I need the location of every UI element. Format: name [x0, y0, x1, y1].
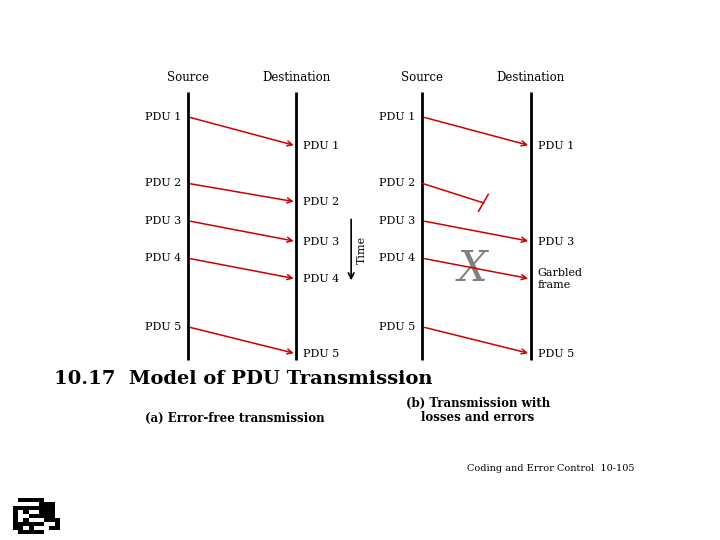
Text: PDU 4: PDU 4 [145, 253, 181, 263]
Bar [39, 506, 44, 510]
Bar [55, 518, 60, 522]
Text: PDU 5: PDU 5 [145, 322, 181, 332]
Bar [50, 506, 55, 510]
Text: PDU 3: PDU 3 [379, 215, 415, 226]
Bar [34, 530, 39, 534]
Bar [34, 498, 39, 502]
Text: PDU 5: PDU 5 [538, 349, 574, 359]
Bar [44, 502, 50, 506]
Bar [18, 522, 23, 526]
Text: PDU 4: PDU 4 [379, 253, 415, 263]
Bar [39, 530, 44, 534]
Bar [50, 510, 55, 514]
Bar [50, 514, 55, 518]
Text: PDU 3: PDU 3 [145, 215, 181, 226]
Text: Destination: Destination [262, 71, 330, 84]
Bar [34, 522, 39, 526]
Text: 10.17  Model of PDU Transmission: 10.17 Model of PDU Transmission [54, 370, 433, 388]
Bar [50, 502, 55, 506]
Bar [13, 518, 18, 522]
Bar [44, 518, 50, 522]
Bar [29, 526, 34, 530]
Text: PDU 2: PDU 2 [303, 197, 339, 207]
Bar [13, 506, 18, 510]
Bar [34, 506, 39, 510]
Bar [39, 522, 44, 526]
Bar [29, 498, 34, 502]
Bar [18, 498, 23, 502]
Bar [34, 514, 39, 518]
Text: X: X [457, 247, 487, 289]
Bar [23, 530, 29, 534]
Text: PDU 1: PDU 1 [145, 112, 181, 122]
Text: PDU 5: PDU 5 [379, 322, 415, 332]
Text: Time: Time [356, 236, 366, 264]
Text: PDU 2: PDU 2 [379, 178, 415, 188]
Text: Source: Source [166, 71, 209, 84]
Bar [29, 522, 34, 526]
Bar [39, 502, 44, 506]
Bar [18, 530, 23, 534]
Bar [18, 506, 23, 510]
Bar [44, 506, 50, 510]
Text: PDU 1: PDU 1 [379, 112, 415, 122]
Bar [55, 526, 60, 530]
Bar [50, 526, 55, 530]
Bar [13, 514, 18, 518]
Text: PDU 3: PDU 3 [303, 237, 339, 247]
Bar [44, 514, 50, 518]
Bar [39, 514, 44, 518]
Bar [44, 510, 50, 514]
Text: Destination: Destination [497, 71, 565, 84]
Bar [18, 526, 23, 530]
Text: Source: Source [401, 71, 443, 84]
Bar [29, 514, 34, 518]
Bar [50, 518, 55, 522]
Text: PDU 1: PDU 1 [538, 141, 574, 151]
Bar [39, 498, 44, 502]
Bar [29, 530, 34, 534]
Bar [13, 510, 18, 514]
Bar [23, 510, 29, 514]
Bar [29, 506, 34, 510]
Text: PDU 1: PDU 1 [303, 141, 339, 151]
Text: (b) Transmission with
losses and errors: (b) Transmission with losses and errors [405, 396, 550, 424]
Bar [23, 498, 29, 502]
Text: Garbled
frame: Garbled frame [538, 268, 582, 290]
Bar [13, 522, 18, 526]
Text: PDU 3: PDU 3 [538, 237, 574, 247]
Text: PDU 5: PDU 5 [303, 349, 339, 359]
Bar [23, 518, 29, 522]
Bar [13, 526, 18, 530]
Text: PDU 4: PDU 4 [303, 274, 339, 284]
Text: (a) Error-free transmission: (a) Error-free transmission [145, 411, 325, 424]
Bar [55, 522, 60, 526]
Text: PDU 2: PDU 2 [145, 178, 181, 188]
Bar [23, 522, 29, 526]
Bar [39, 510, 44, 514]
Text: Coding and Error Control  10-105: Coding and Error Control 10-105 [467, 464, 634, 473]
Bar [23, 506, 29, 510]
